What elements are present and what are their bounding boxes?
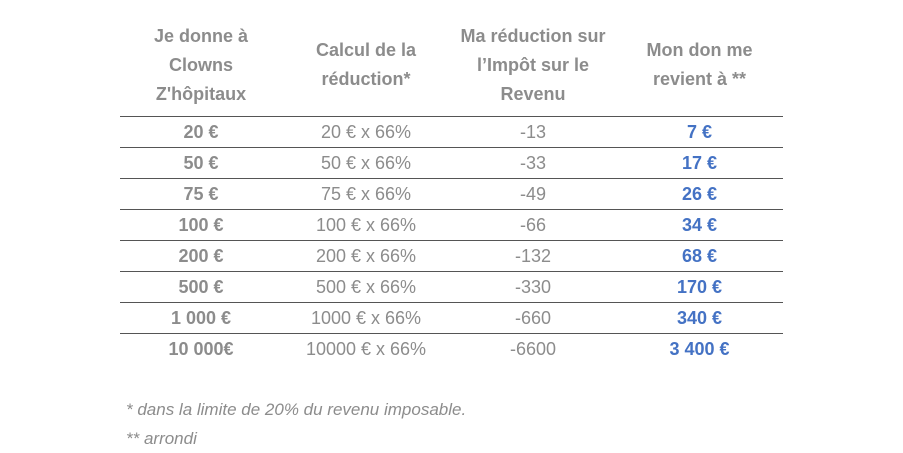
- cell-reduction: -330: [514, 276, 552, 297]
- cell-revient: 17 €: [681, 152, 718, 173]
- cell-calcul: 20 € x 66%: [320, 121, 412, 142]
- cell-reduction: -66: [519, 214, 546, 235]
- cell-calcul: 200 € x 66%: [315, 245, 417, 266]
- cell-calcul: 75 € x 66%: [320, 183, 412, 204]
- cell-calcul: 1000 € x 66%: [310, 307, 422, 328]
- table-row: 75 € 75 € x 66% -49 26 €: [120, 179, 783, 210]
- table-row: 1 000 € 1000 € x 66% -660 340 €: [120, 303, 783, 334]
- table-row: 50 € 50 € x 66% -33 17 €: [120, 148, 783, 179]
- cell-revient: 170 €: [676, 276, 723, 297]
- cell-don: 200 €: [178, 245, 224, 266]
- cell-revient: 68 €: [681, 245, 718, 266]
- cell-revient: 26 €: [681, 183, 718, 204]
- cell-don: 100 €: [178, 214, 224, 235]
- header-revient: Mon don me revient à **: [646, 40, 753, 89]
- table-row: 100 € 100 € x 66% -66 34 €: [120, 210, 783, 241]
- table-row: 10 000€ 10000 € x 66% -6600 3 400 €: [120, 334, 783, 364]
- cell-reduction: -132: [514, 245, 552, 266]
- table-row: 200 € 200 € x 66% -132 68 €: [120, 241, 783, 272]
- cell-don: 1 000 €: [170, 307, 232, 328]
- table-header: Je donne à Clowns Z'hôpitaux Calcul de l…: [120, 14, 783, 117]
- donation-table: Je donne à Clowns Z'hôpitaux Calcul de l…: [120, 14, 783, 364]
- cell-reduction: -49: [519, 183, 546, 204]
- footnote-rounded: ** arrondi: [126, 429, 197, 448]
- cell-don: 500 €: [178, 276, 224, 297]
- table-row: 20 € 20 € x 66% -13 7 €: [120, 117, 783, 148]
- cell-reduction: -33: [519, 152, 546, 173]
- footnote-limit: * dans la limite de 20% du revenu imposa…: [126, 400, 467, 419]
- cell-don: 10 000€: [168, 338, 234, 359]
- cell-revient: 3 400 €: [669, 338, 730, 359]
- table-row: 500 € 500 € x 66% -330 170 €: [120, 272, 783, 303]
- cell-reduction: -660: [514, 307, 552, 328]
- cell-calcul: 50 € x 66%: [320, 152, 412, 173]
- cell-calcul: 100 € x 66%: [315, 214, 417, 235]
- cell-revient: 340 €: [676, 307, 723, 328]
- cell-calcul: 500 € x 66%: [315, 276, 417, 297]
- header-don: Je donne à Clowns Z'hôpitaux: [153, 25, 249, 104]
- header-reduction: Ma réduction sur l’Impôt sur le Revenu: [460, 25, 606, 104]
- cell-reduction: -13: [519, 121, 546, 142]
- cell-don: 75 €: [183, 183, 219, 204]
- header-calcul: Calcul de la réduction*: [315, 40, 417, 89]
- cell-revient: 34 €: [681, 214, 718, 235]
- cell-don: 20 €: [183, 121, 219, 142]
- cell-calcul: 10000 € x 66%: [305, 338, 427, 359]
- footnotes: * dans la limite de 20% du revenu imposa…: [126, 395, 466, 453]
- cell-reduction: -6600: [509, 338, 557, 359]
- cell-don: 50 €: [183, 152, 219, 173]
- cell-revient: 7 €: [686, 121, 713, 142]
